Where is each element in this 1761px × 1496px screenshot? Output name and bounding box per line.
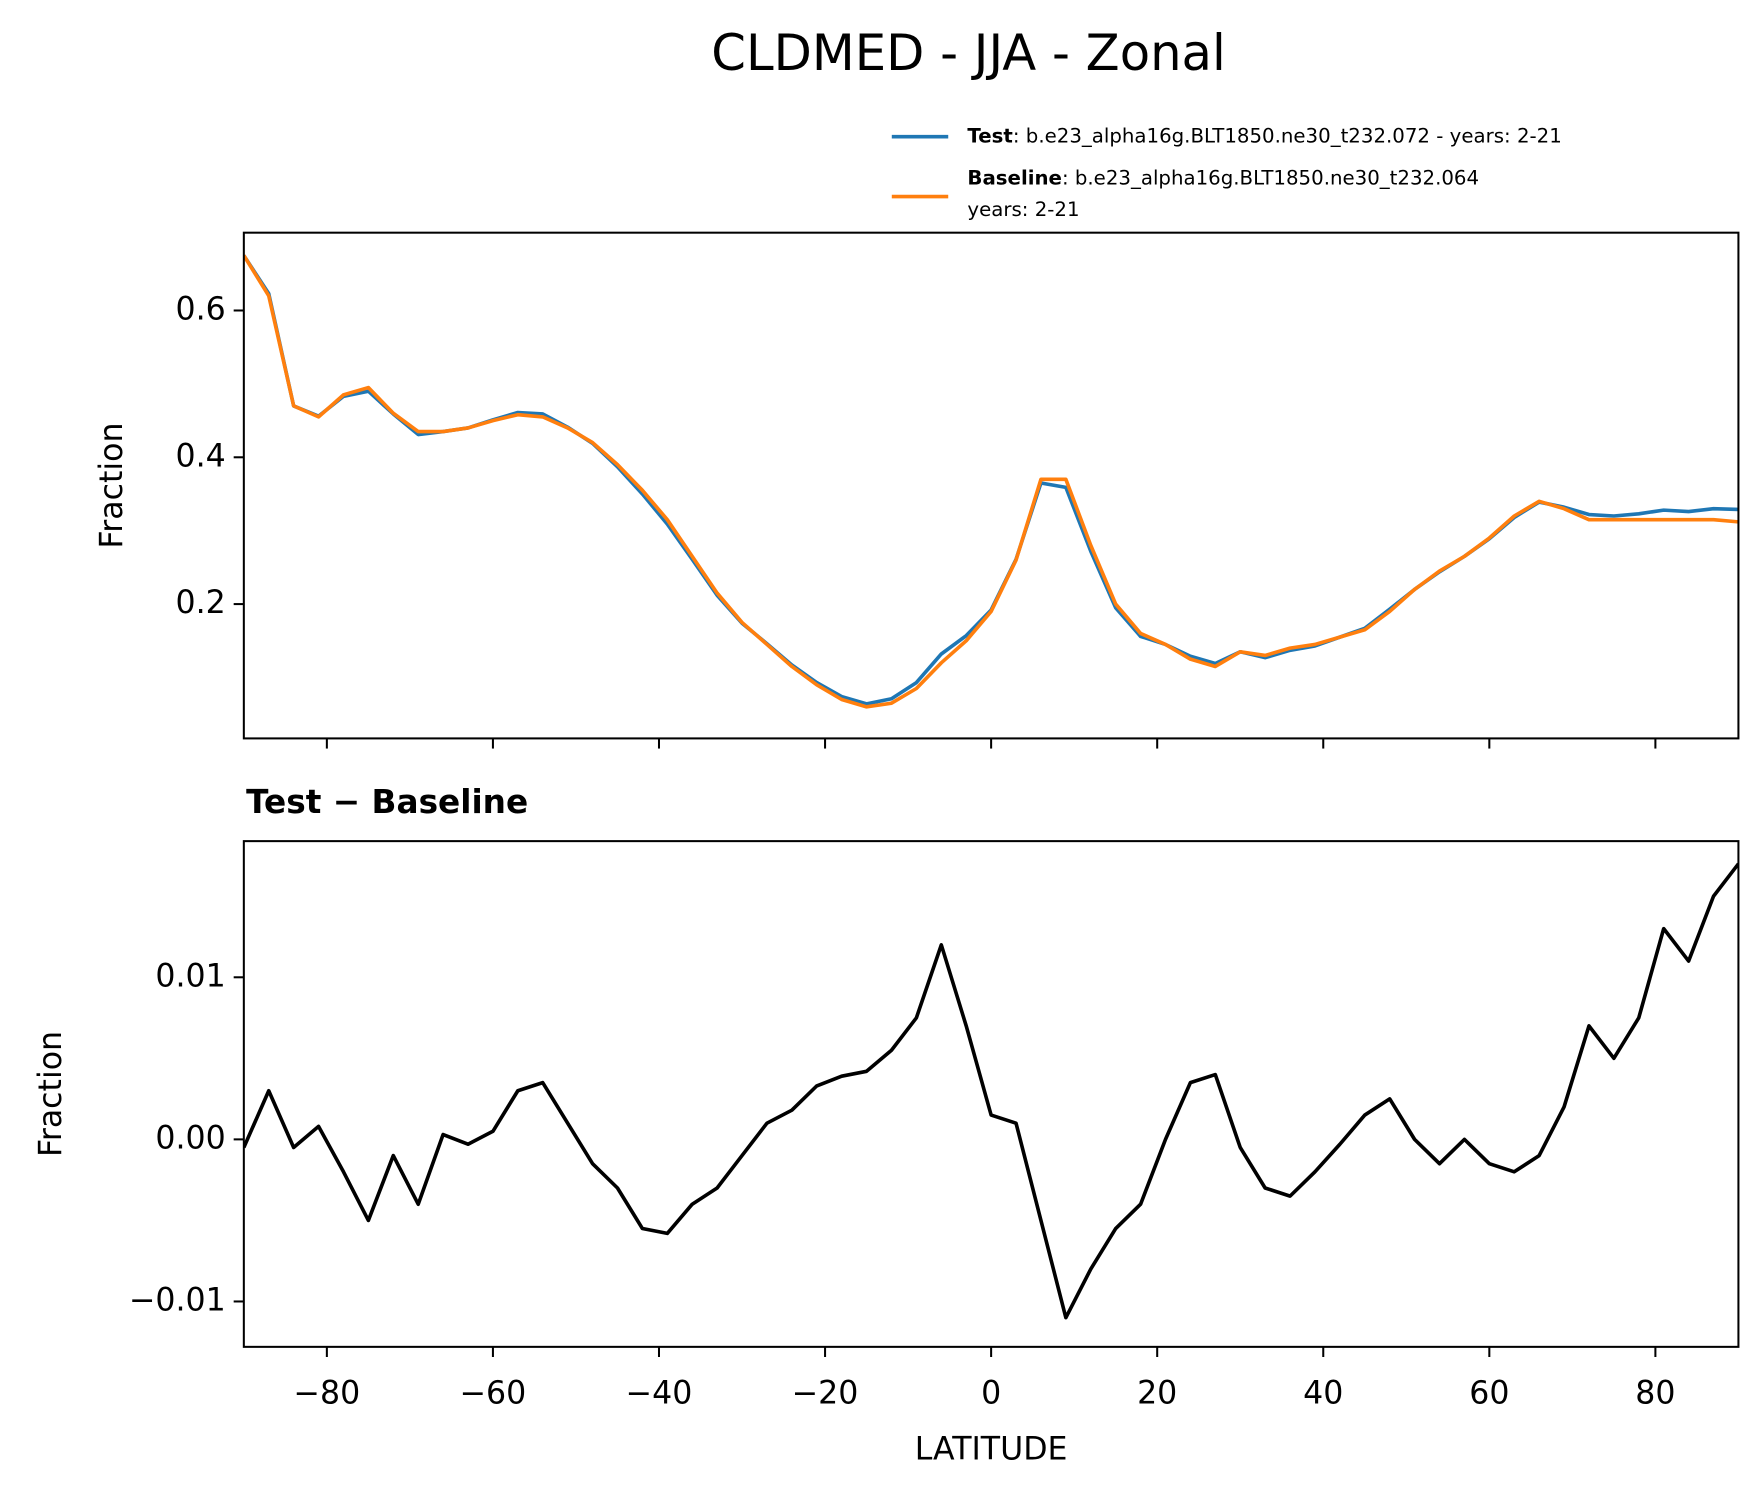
series-line <box>243 862 1739 1320</box>
x-tick-label: 60 <box>1469 1375 1509 1411</box>
legend-entry: Test: b.e23_alpha16g.BLT1850.ne30_t232.0… <box>967 124 1561 147</box>
y-tick-label: 0.01 <box>155 958 225 994</box>
axes-frame <box>242 231 1740 740</box>
legend-description: : b.e23_alpha16g.BLT1850.ne30_t232.072 -… <box>1013 124 1562 147</box>
series-line <box>243 254 1739 706</box>
x-axis-label: LATITUDE <box>915 1432 1068 1468</box>
x-tick-label: 0 <box>981 1375 1001 1411</box>
legend-name: Test <box>967 124 1012 147</box>
x-tick-label: −60 <box>460 1375 527 1411</box>
axes-frame <box>242 840 1740 1348</box>
legend-description: years: 2-21 <box>967 198 1079 221</box>
legend-name: Baseline <box>967 166 1062 189</box>
y-axis-label: Fraction <box>33 1031 69 1157</box>
series-line <box>243 254 1739 709</box>
figure-title: CLDMED - JJA - Zonal <box>711 24 1225 82</box>
axes-title: Test − Baseline <box>246 783 528 821</box>
x-tick-label: 20 <box>1137 1375 1177 1411</box>
y-tick-label: 0.2 <box>176 585 226 621</box>
x-tick-label: −40 <box>626 1375 693 1411</box>
x-tick-label: 80 <box>1635 1375 1675 1411</box>
legend-entry: Baseline: b.e23_alpha16g.BLT1850.ne30_t2… <box>967 166 1479 221</box>
y-tick-label: 0.6 <box>176 291 226 327</box>
x-tick-label: 40 <box>1303 1375 1343 1411</box>
x-tick-label: −20 <box>792 1375 859 1411</box>
legend-description: : b.e23_alpha16g.BLT1850.ne30_t232.064 <box>1062 166 1479 189</box>
y-tick-label: −0.01 <box>129 1282 226 1318</box>
y-tick-label: 0.00 <box>155 1120 225 1156</box>
y-axis-label: Fraction <box>94 422 130 548</box>
x-tick-label: −80 <box>294 1375 361 1411</box>
y-tick-label: 0.4 <box>176 438 226 474</box>
